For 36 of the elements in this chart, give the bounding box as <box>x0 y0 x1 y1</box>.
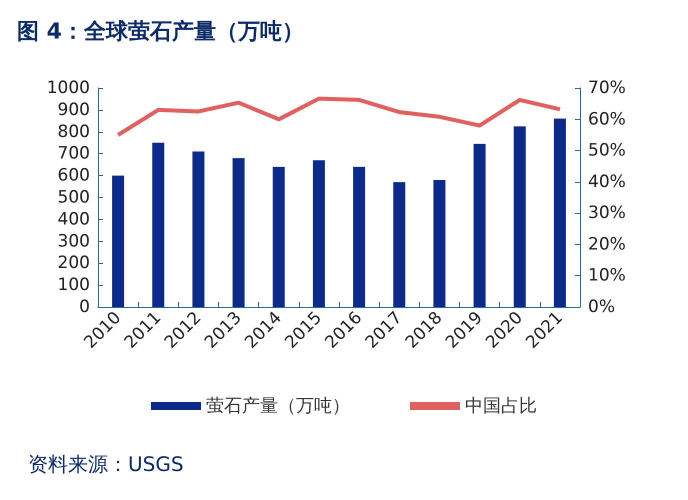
bar <box>112 176 124 307</box>
legend-label: 萤石产量（万吨） <box>206 396 350 416</box>
y2-tick-label: 10% <box>588 266 626 286</box>
y-tick-label: 200 <box>58 253 90 274</box>
y2-tick-label: 30% <box>588 203 626 224</box>
bar <box>353 166 366 307</box>
bar <box>192 152 204 307</box>
y-tick-label: 400 <box>58 209 90 230</box>
y-tick-label: 1000 <box>46 78 90 98</box>
line-series <box>116 96 562 137</box>
y-tick-label: 100 <box>58 275 90 296</box>
y-tick-label: 700 <box>58 144 90 164</box>
legend-label: 中国占比 <box>465 396 537 416</box>
y-tick-label: 900 <box>58 100 90 120</box>
bar <box>393 182 406 307</box>
y-tick-label: 0 <box>79 297 90 317</box>
y-tick-label: 800 <box>58 122 90 142</box>
y2-tick-label: 70% <box>588 78 626 98</box>
y2-tick-label: 40% <box>588 172 626 192</box>
bar <box>514 126 526 307</box>
bar <box>554 118 566 307</box>
y2-tick-label: 20% <box>588 234 626 254</box>
bar <box>152 142 164 307</box>
bar <box>312 160 325 307</box>
bar <box>433 180 446 307</box>
bar <box>474 144 486 307</box>
y2-tick-label: 0% <box>588 297 615 317</box>
y-tick-label: 500 <box>58 188 90 208</box>
y2-tick-label: 60% <box>588 109 626 130</box>
y2-tick-label: 50% <box>588 140 626 161</box>
chart-title: 图 4：全球萤石产量（万吨） <box>17 18 304 44</box>
bar <box>232 158 245 307</box>
bar <box>272 166 285 307</box>
y-tick-label: 300 <box>58 231 90 252</box>
text: 资料来源：USGS <box>28 452 184 476</box>
y-tick-label: 600 <box>58 166 90 186</box>
